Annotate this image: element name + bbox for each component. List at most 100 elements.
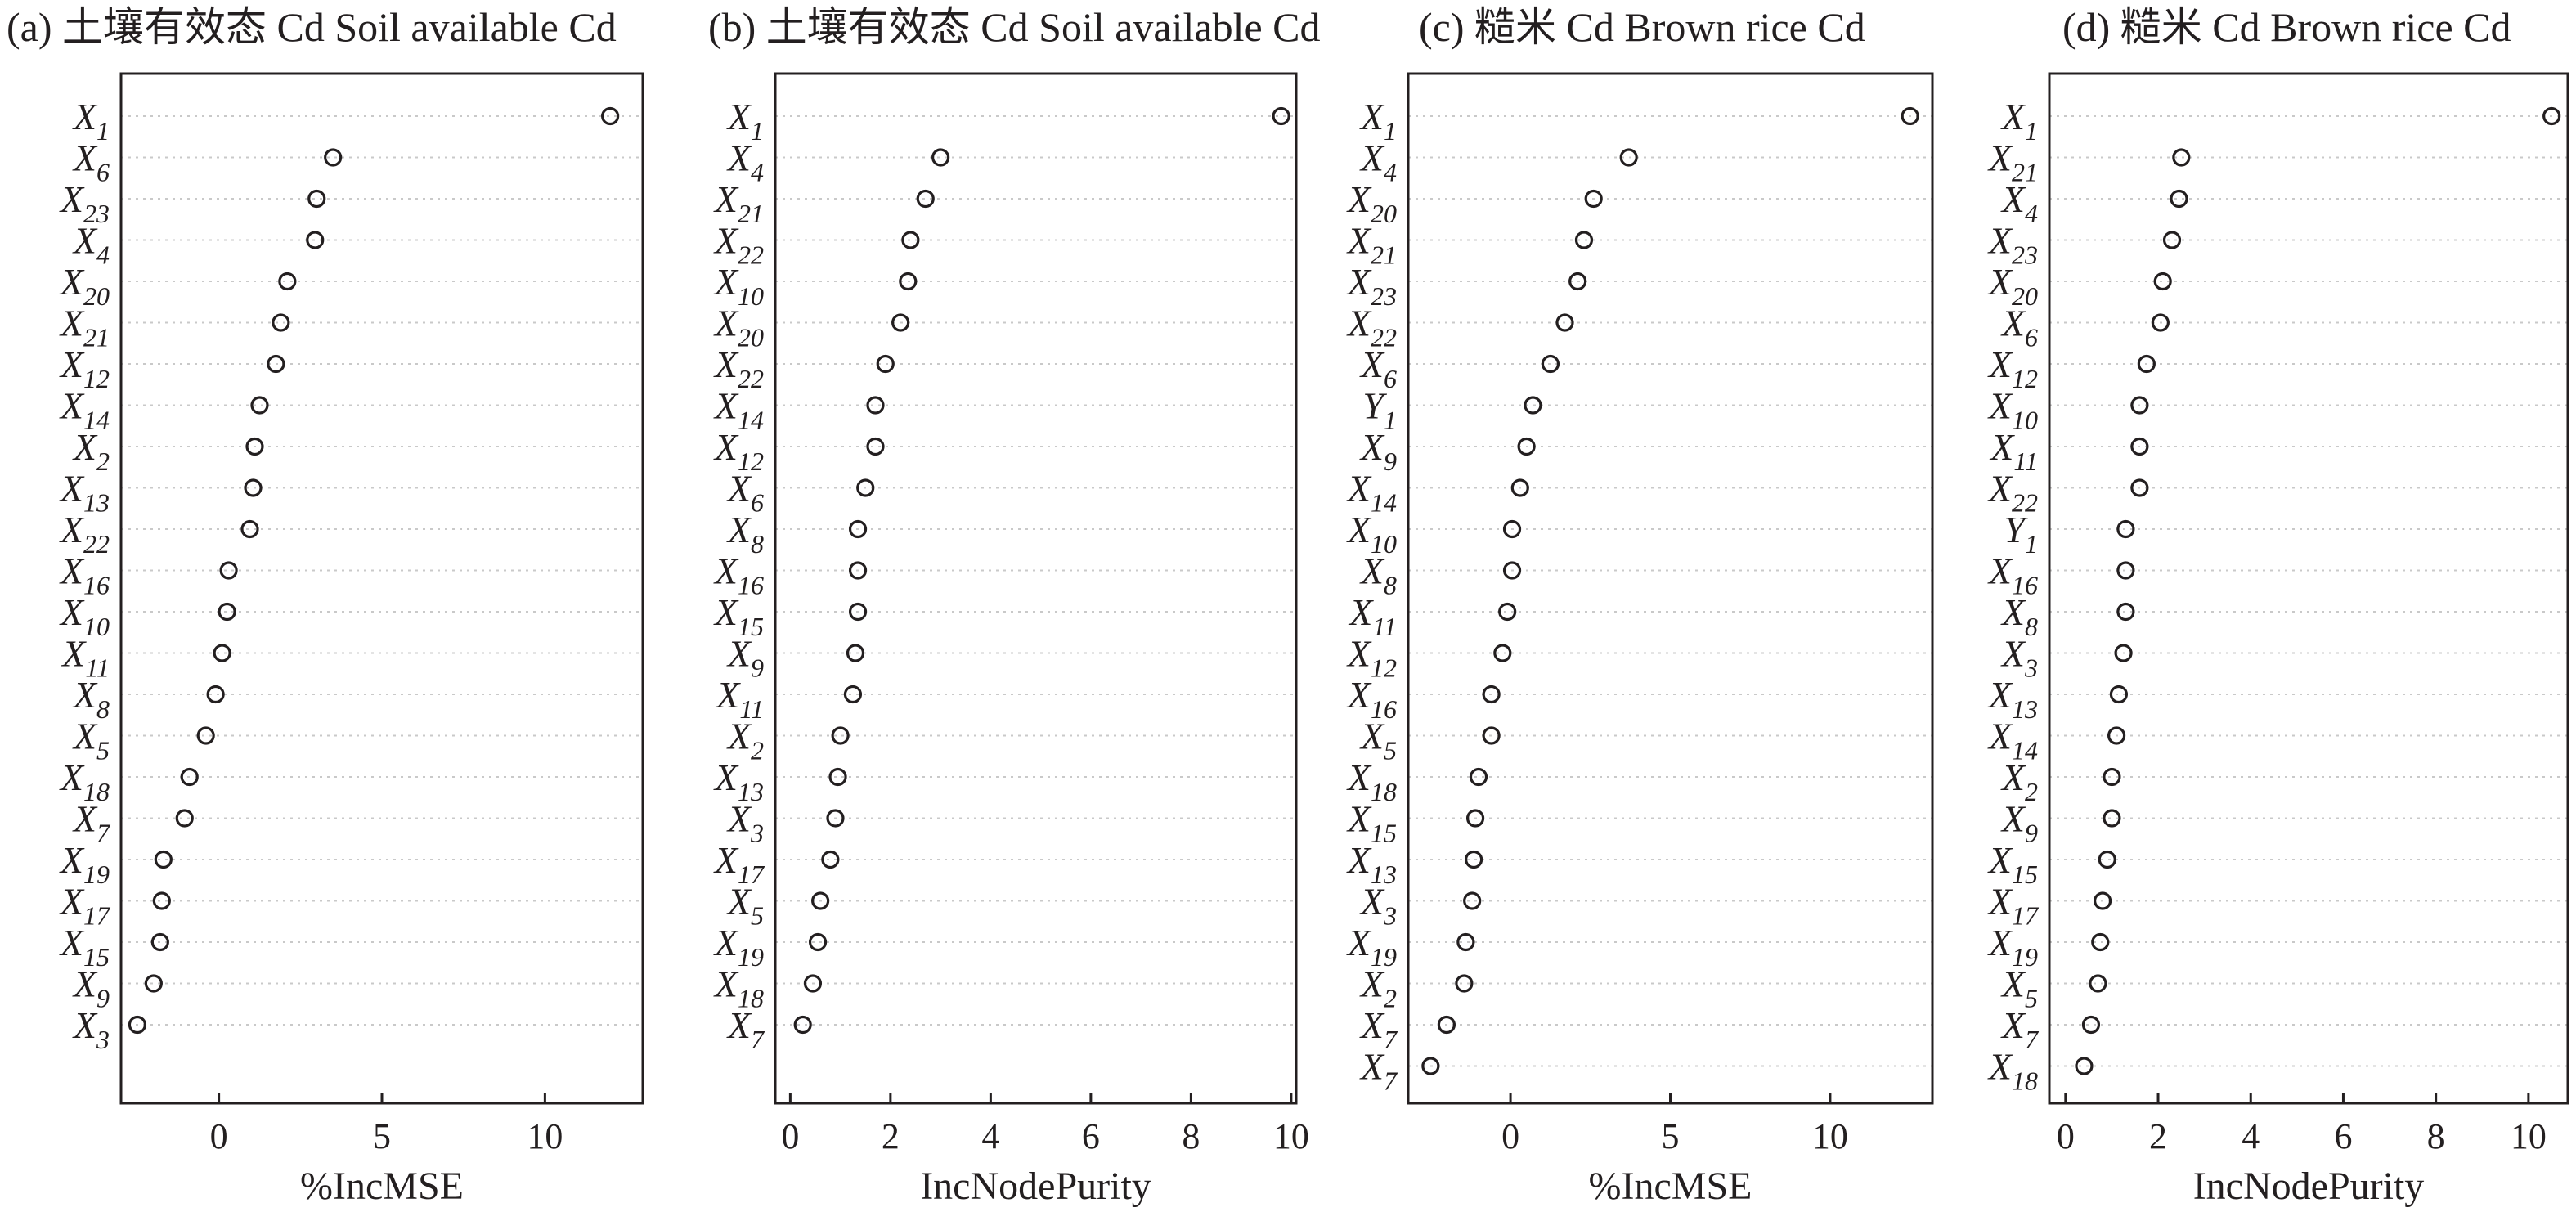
data-point (1272, 106, 1290, 126)
data-point (2170, 189, 2188, 209)
y-tick-label: X10 (1987, 385, 2038, 435)
y-tick-label: X3 (726, 798, 764, 848)
data-point (828, 767, 847, 787)
x-axis-label: %IncMSE (1589, 1165, 1752, 1208)
data-point (1498, 602, 1517, 622)
y-tick-label: X6 (72, 137, 110, 187)
data-point (2114, 644, 2133, 662)
y-tick-label: X18 (713, 963, 764, 1013)
data-point (808, 932, 828, 952)
data-point (821, 850, 840, 869)
data-point (901, 231, 920, 249)
x-tick-label: 4 (2242, 1116, 2260, 1156)
data-point (1463, 891, 1482, 910)
data-point (206, 685, 225, 704)
y-tick-label: X13 (1987, 674, 2038, 724)
y-tick-label: X14 (713, 385, 764, 435)
y-tick-label: X3 (72, 1004, 110, 1054)
data-point (2081, 1015, 2101, 1035)
y-tick-label: X16 (713, 550, 764, 600)
plot-frame (1407, 72, 1934, 1105)
y-tick-label: X16 (1346, 674, 1397, 724)
y-tick-label: Y1 (1362, 385, 1397, 435)
y-tick-label: X16 (1987, 550, 2038, 600)
y-tick-label: X4 (1359, 137, 1397, 187)
y-tick-label: X20 (1346, 178, 1397, 228)
data-point (2162, 231, 2182, 249)
data-point (793, 1015, 812, 1035)
data-point (2130, 437, 2149, 456)
data-point (1574, 231, 1594, 249)
y-tick-label: X1 (72, 96, 110, 146)
y-tick-label: X11 (61, 633, 110, 683)
data-point (1524, 396, 1542, 415)
data-point (876, 354, 895, 374)
data-point (154, 850, 173, 869)
data-point (601, 106, 620, 126)
data-point (267, 354, 285, 374)
x-tick-label: 10 (2511, 1116, 2547, 1156)
y-tick-label: X5 (1359, 716, 1397, 765)
panel-title: (a) 土壤有效态 Cd Soil available Cd (7, 4, 617, 50)
y-tick-label: X17 (59, 881, 111, 931)
data-point (2153, 272, 2172, 291)
data-point (891, 313, 910, 332)
y-tick-label: X8 (2000, 591, 2038, 641)
y-tick-label: X1 (2000, 96, 2038, 146)
data-point (856, 478, 875, 497)
y-tick-label: X14 (1346, 468, 1397, 518)
data-point (2091, 932, 2110, 952)
y-tick-label: X2 (1359, 963, 1397, 1013)
data-point (916, 189, 935, 209)
plot-frame (119, 72, 644, 1105)
y-tick-label: X18 (1346, 756, 1397, 806)
plot-frame (2048, 72, 2569, 1105)
x-tick-label: 10 (527, 1116, 563, 1156)
y-tick-label: X10 (713, 261, 764, 311)
panel-title: (d) 糙米 Cd Brown rice Cd (2062, 4, 2511, 50)
y-tick-label: X5 (2000, 963, 2038, 1013)
y-tick-label: X22 (1346, 303, 1397, 352)
y-tick-label: X9 (726, 633, 764, 683)
data-point (2093, 891, 2112, 910)
y-tick-label: X21 (1346, 220, 1397, 270)
y-tick-label: X7 (1359, 1046, 1398, 1096)
y-tick-label: X17 (1987, 881, 2040, 931)
data-point (803, 974, 823, 993)
y-tick-label: X14 (1987, 716, 2038, 765)
y-tick-label: X9 (2000, 798, 2038, 848)
x-axis-label: IncNodePurity (2193, 1165, 2425, 1208)
data-point (2542, 106, 2561, 126)
panel-2: (b) 土壤有效态 Cd Soil available CdX1X4X21X22… (708, 4, 1321, 1208)
data-point (866, 396, 885, 415)
y-tick-label: X23 (59, 178, 110, 228)
data-point (899, 272, 918, 291)
data-point (1901, 106, 1919, 126)
y-tick-label: X6 (726, 468, 764, 518)
y-tick-label: X12 (713, 426, 764, 476)
y-tick-label: X20 (1987, 261, 2038, 311)
data-point (272, 313, 290, 332)
y-tick-label: X5 (726, 881, 764, 931)
data-point (1469, 767, 1488, 787)
data-point (1482, 685, 1501, 704)
data-point (2116, 519, 2135, 539)
data-point (128, 1015, 147, 1035)
y-tick-label: X13 (1346, 839, 1397, 889)
y-tick-label: X18 (1987, 1046, 2038, 1096)
data-point (1502, 519, 1522, 539)
data-point (2151, 313, 2170, 332)
y-tick-label: X15 (59, 922, 110, 972)
y-tick-label: X9 (72, 963, 110, 1013)
y-tick-label: X12 (1987, 343, 2038, 393)
data-point (831, 726, 850, 745)
data-point (144, 974, 163, 993)
data-point (848, 519, 868, 539)
data-point (2130, 478, 2149, 497)
y-tick-label: X15 (1987, 839, 2038, 889)
data-point (848, 602, 868, 622)
data-point (2172, 148, 2191, 167)
data-point (1437, 1015, 1456, 1035)
data-point (2103, 809, 2121, 828)
y-tick-label: X22 (1987, 468, 2038, 518)
